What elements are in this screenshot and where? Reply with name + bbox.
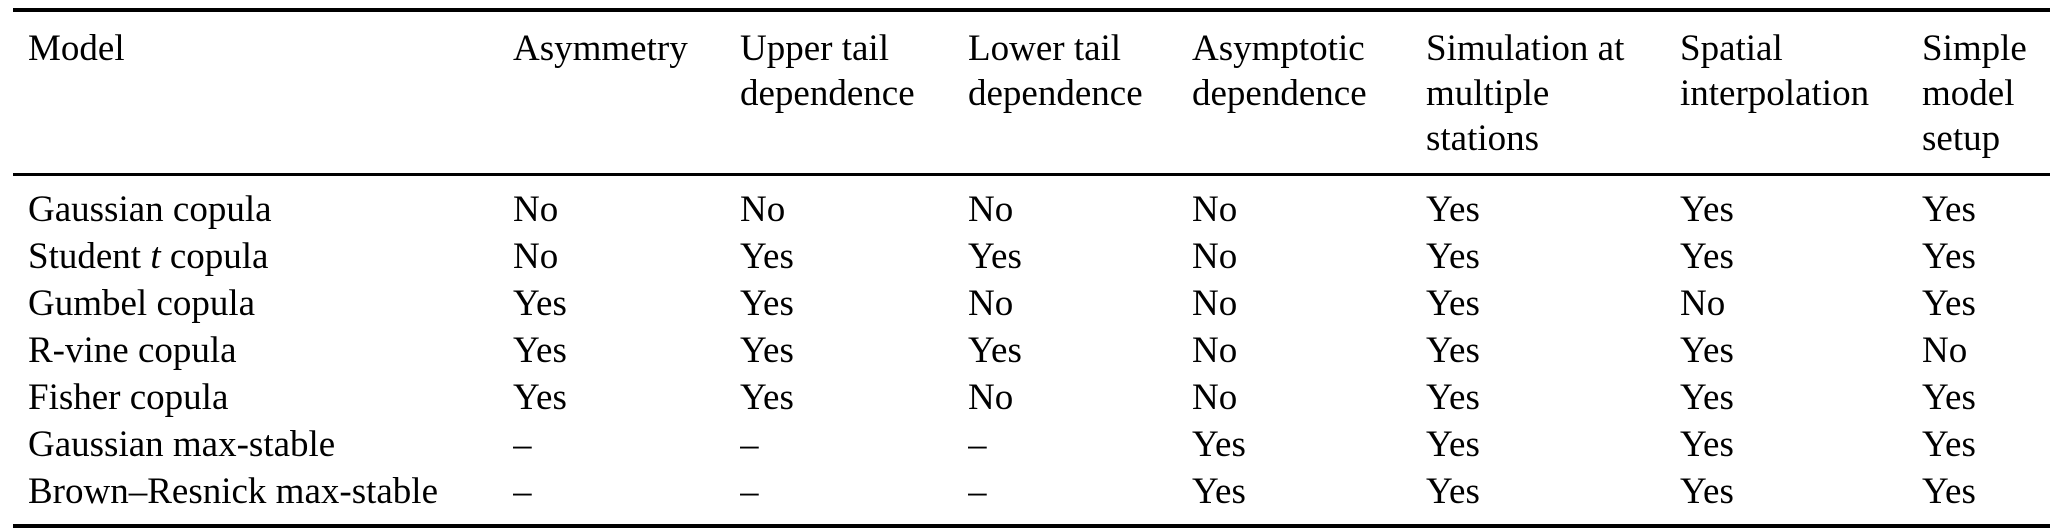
table-row: R-vine copula Yes Yes Yes No Yes Yes No — [13, 327, 2050, 374]
column-header-lower-tail-dependence: Lower tail dependence — [968, 10, 1192, 176]
column-header-spatial-interpolation: Spatial interpolation — [1680, 10, 1922, 176]
model-name-part: Fisher copula — [28, 377, 229, 418]
value-cell: No — [1192, 283, 1238, 324]
column-header-asymmetry: Asymmetry — [513, 10, 740, 176]
value-cell: Yes — [1192, 424, 1246, 465]
column-header-simulation-at-multiple-stations: Simulation at multiple stations — [1426, 10, 1680, 176]
model-name-part: Gaussian max-stable — [28, 424, 336, 465]
model-name-italic-part: t — [150, 236, 161, 277]
value-cell: – — [968, 424, 987, 465]
model-cell: Gaussian max-stable — [13, 421, 513, 468]
header-row: Model Asymmetry Upper tail dependence Lo… — [13, 10, 2050, 176]
value-cell: Yes — [1680, 236, 1734, 277]
table-row: Student t copula No Yes Yes No Yes Yes Yes — [13, 233, 2050, 280]
value-cell: Yes — [1922, 283, 1976, 324]
value-cell: No — [1192, 189, 1238, 230]
model-comparison-table: Model Asymmetry Upper tail dependence Lo… — [13, 8, 2050, 528]
value-cell: Yes — [1426, 471, 1480, 512]
table-body: Gaussian copula No No No No Yes Yes Yes Studen… — [13, 175, 2050, 527]
value-cell: – — [968, 471, 987, 512]
value-cell: No — [513, 236, 559, 277]
model-name-part: Brown–Resnick max-stable — [28, 471, 438, 512]
value-cell: No — [740, 189, 786, 230]
table-row: Gaussian copula No No No No Yes Yes Yes — [13, 175, 2050, 234]
value-cell: No — [1192, 377, 1238, 418]
value-cell: Yes — [1922, 189, 1976, 230]
model-cell: Gaussian copula — [13, 175, 513, 234]
value-cell: Yes — [1426, 189, 1480, 230]
value-cell: Yes — [1192, 471, 1246, 512]
column-header-upper-tail-dependence: Upper tail dependence — [740, 10, 968, 176]
value-cell: Yes — [1426, 283, 1480, 324]
model-name-part: copula — [160, 236, 269, 277]
value-cell: No — [968, 377, 1014, 418]
value-cell: Yes — [1680, 424, 1734, 465]
value-cell: – — [740, 424, 759, 465]
value-cell: No — [1192, 236, 1238, 277]
model-name-part: Gaussian copula — [28, 189, 272, 230]
value-cell: Yes — [968, 236, 1022, 277]
value-cell: Yes — [513, 330, 567, 371]
value-cell: – — [740, 471, 759, 512]
value-cell: Yes — [513, 283, 567, 324]
value-cell: Yes — [740, 377, 794, 418]
value-cell: No — [1680, 283, 1726, 324]
value-cell: Yes — [1426, 236, 1480, 277]
value-cell: Yes — [1680, 189, 1734, 230]
model-name-part: R-vine copula — [28, 330, 237, 371]
table-row: Gumbel copula Yes Yes No No Yes No Yes — [13, 280, 2050, 327]
model-cell: R-vine copula — [13, 327, 513, 374]
value-cell: Yes — [1680, 330, 1734, 371]
value-cell: Yes — [1922, 471, 1976, 512]
value-cell: Yes — [740, 330, 794, 371]
model-cell: Brown–Resnick max-stable — [13, 468, 513, 526]
model-cell: Student t copula — [13, 233, 513, 280]
column-header-simple-model-setup: Simple model setup — [1922, 10, 2050, 176]
model-name-part: Student — [28, 236, 151, 277]
value-cell: – — [513, 424, 532, 465]
value-cell: No — [1922, 330, 1968, 371]
value-cell: Yes — [513, 377, 567, 418]
model-name-part: Gumbel copula — [28, 283, 256, 324]
value-cell: Yes — [1426, 330, 1480, 371]
value-cell: – — [513, 471, 532, 512]
column-header-model: Model — [13, 10, 513, 176]
value-cell: Yes — [968, 330, 1022, 371]
value-cell: Yes — [1922, 424, 1976, 465]
value-cell: Yes — [1426, 377, 1480, 418]
table-row: Fisher copula Yes Yes No No Yes Yes Yes — [13, 374, 2050, 421]
value-cell: Yes — [740, 283, 794, 324]
table-row: Brown–Resnick max-stable – – – Yes Yes Yes Yes — [13, 468, 2050, 526]
value-cell: No — [968, 283, 1014, 324]
value-cell: Yes — [1680, 471, 1734, 512]
model-cell: Gumbel copula — [13, 280, 513, 327]
column-header-asymptotic-dependence: Asymptotic dependence — [1192, 10, 1426, 176]
value-cell: Yes — [1922, 236, 1976, 277]
value-cell: No — [968, 189, 1014, 230]
value-cell: Yes — [740, 236, 794, 277]
value-cell: Yes — [1922, 377, 1976, 418]
value-cell: No — [1192, 330, 1238, 371]
value-cell: No — [513, 189, 559, 230]
value-cell: Yes — [1680, 377, 1734, 418]
model-cell: Fisher copula — [13, 374, 513, 421]
table-row: Gaussian max-stable – – – Yes Yes Yes Yes — [13, 421, 2050, 468]
value-cell: Yes — [1426, 424, 1480, 465]
